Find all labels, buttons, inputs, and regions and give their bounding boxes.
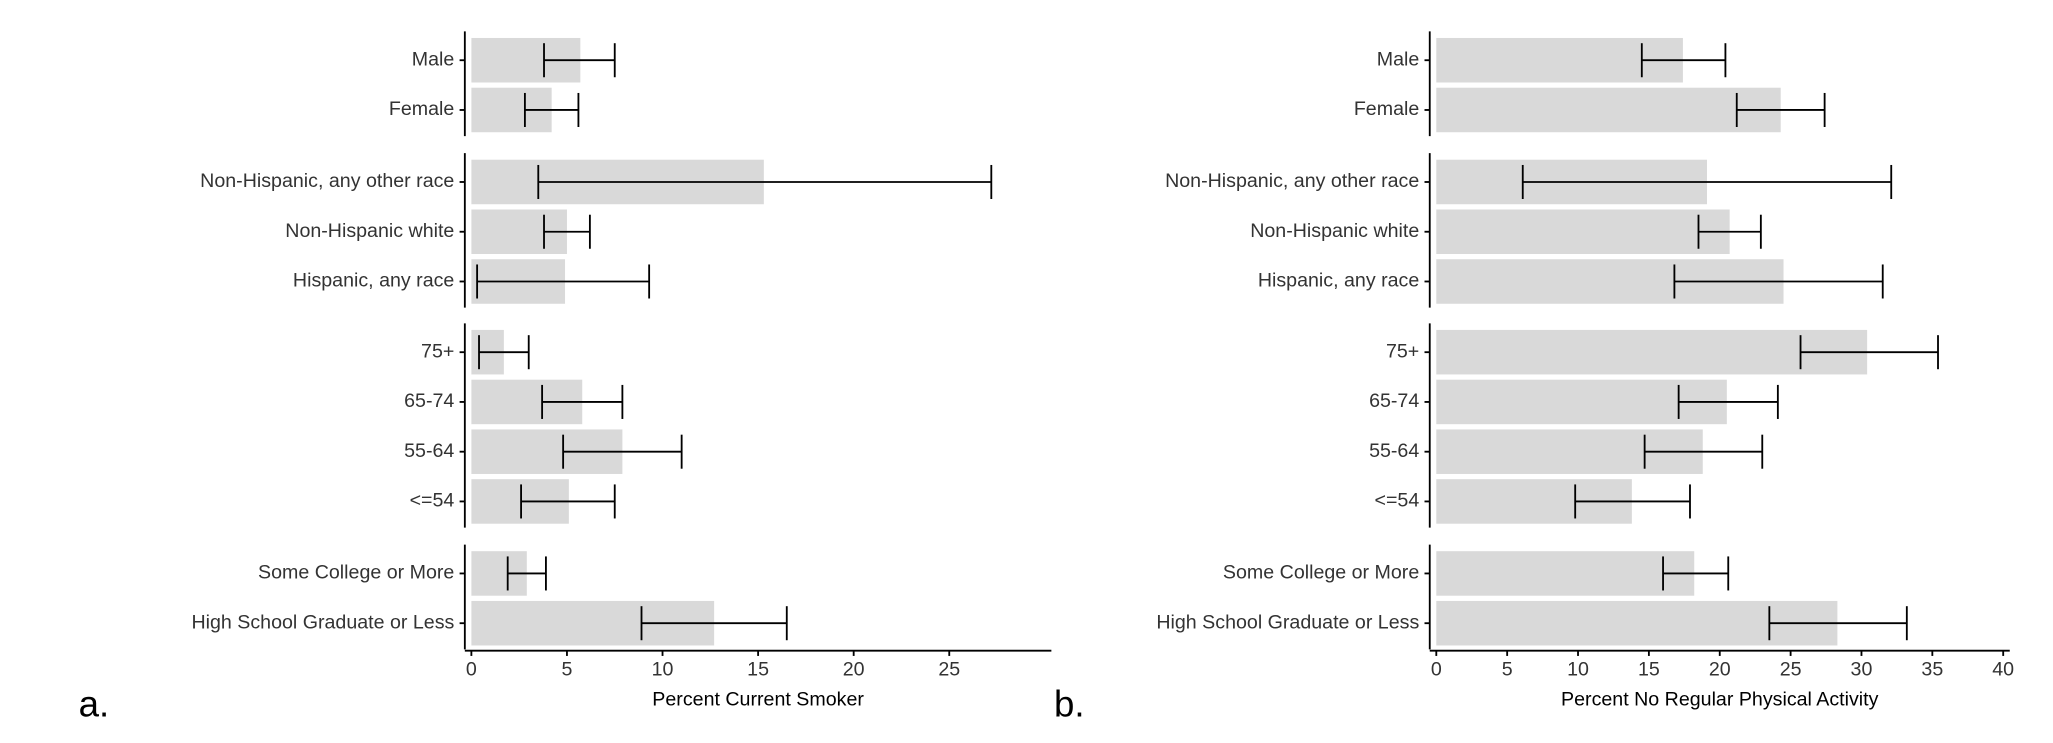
bar [1436, 551, 1695, 596]
x-tick-label: 25 [1780, 659, 1802, 681]
x-tick-label: 5 [1502, 659, 1513, 681]
x-axis-title: Percent Current Smoker [652, 689, 864, 711]
y-tick-label: Non-Hispanic white [285, 220, 454, 242]
x-tick-label: 40 [1992, 659, 2014, 681]
y-tick-label: 75+ [1386, 340, 1419, 362]
x-tick-label: 15 [747, 659, 769, 681]
y-tick-label: High School Graduate or Less [191, 611, 454, 633]
x-tick-label: 0 [1431, 659, 1442, 681]
x-tick-label: 35 [1921, 659, 1943, 681]
y-tick-label: 65-74 [404, 390, 454, 412]
y-tick-label: 55-64 [1369, 440, 1419, 462]
bar [1436, 209, 1730, 254]
y-tick-label: High School Graduate or Less [1156, 611, 1419, 633]
x-tick-label: 0 [466, 659, 477, 681]
y-tick-label: Some College or More [258, 562, 454, 584]
y-tick-label: 65-74 [1369, 390, 1419, 412]
y-tick-label: <=54 [1375, 490, 1420, 512]
y-tick-label: <=54 [410, 490, 455, 512]
y-tick-label: Male [412, 48, 455, 70]
panel-label: a. [79, 684, 110, 725]
x-tick-label: 20 [843, 659, 865, 681]
y-tick-label: Female [1354, 98, 1420, 120]
x-axis-title: Percent No Regular Physical Activity [1561, 689, 1879, 711]
x-tick-label: 30 [1851, 659, 1873, 681]
x-tick-label: 5 [561, 659, 572, 681]
y-tick-label: Non-Hispanic, any other race [200, 170, 454, 192]
x-tick-label: 10 [652, 659, 674, 681]
y-tick-label: 75+ [421, 340, 454, 362]
y-tick-label: Non-Hispanic, any other race [1165, 170, 1419, 192]
y-tick-label: Female [389, 98, 455, 120]
y-tick-label: Male [1377, 48, 1420, 70]
y-tick-label: 55-64 [404, 440, 454, 462]
y-tick-label: Hispanic, any race [1258, 270, 1420, 292]
panel-label: b. [1054, 684, 1085, 725]
bar [1436, 87, 1781, 133]
y-tick-label: Some College or More [1223, 562, 1419, 584]
x-tick-label: 20 [1709, 659, 1731, 681]
x-tick-label: 25 [938, 659, 960, 681]
y-tick-label: Hispanic, any race [293, 270, 455, 292]
x-tick-label: 15 [1638, 659, 1660, 681]
bar [1436, 329, 1868, 375]
y-tick-label: Non-Hispanic white [1250, 220, 1419, 242]
x-tick-label: 10 [1567, 659, 1589, 681]
